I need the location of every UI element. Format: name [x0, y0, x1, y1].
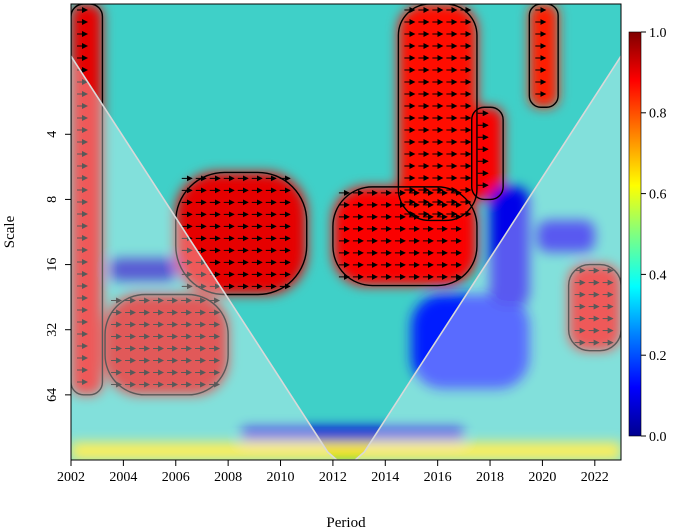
colorbar-tick-label: 0.6: [649, 188, 667, 203]
plot-frame: [70, 3, 622, 461]
significance-contour: [71, 4, 104, 396]
y-tick-label: 4: [45, 131, 60, 138]
y-axis-title: Scale: [2, 215, 18, 248]
colorbar-tick-label: 1.0: [649, 26, 667, 41]
plot-area: [71, 4, 621, 460]
x-tick-label: 2018: [476, 470, 504, 485]
coherence-region: [471, 107, 504, 200]
x-tick-label: 2022: [581, 470, 609, 485]
x-tick-label: 2014: [371, 470, 399, 485]
significance-contour: [471, 106, 504, 201]
significance-contour: [175, 171, 308, 296]
x-tick-label: 2002: [57, 470, 85, 485]
x-tick-label: 2016: [424, 470, 452, 485]
y-tick-label: 16: [45, 258, 60, 272]
y-axis: 4 8 16 32 64: [45, 131, 71, 402]
y-tick-label: 8: [45, 196, 60, 203]
x-tick-label: 2008: [214, 470, 242, 485]
coherence-region: [398, 4, 477, 221]
significance-contours: [71, 4, 621, 396]
significance-contour: [104, 293, 229, 396]
significance-contour: [397, 4, 478, 222]
coherence-region: [529, 4, 559, 108]
coherence-region: [110, 258, 176, 281]
y-tick-label: 64: [45, 388, 60, 402]
x-tick-label: 2012: [319, 470, 347, 485]
coherence-region: [71, 442, 621, 460]
x-tick-label: 2020: [528, 470, 556, 485]
cone-of-influence-shade: [71, 56, 621, 460]
x-axis-title: Period: [326, 515, 366, 531]
coherence-region: [241, 426, 464, 442]
x-axis: 2002 2004 2006 2008 2010 2012 2014 2016 2018 2020…: [57, 460, 609, 485]
cone-of-influence-line: [71, 55, 621, 460]
coherence-region: [490, 186, 530, 307]
x-tick-label: 2010: [267, 470, 295, 485]
phase-arrows: [77, 7, 614, 388]
colorbar-tick-label: 0.4: [649, 268, 667, 283]
y-tick-label: 32: [45, 323, 60, 337]
coherence-region: [537, 220, 595, 253]
significance-contour: [332, 186, 478, 287]
colorbar-tick-label: 0.2: [649, 349, 667, 364]
significance-contour: [528, 4, 559, 108]
colorbar-tick-label: 0.8: [649, 107, 667, 122]
colorbar: [628, 31, 642, 437]
x-tick-label: 2004: [109, 470, 137, 485]
x-tick-label: 2006: [162, 470, 190, 485]
colorbar-tick-label: 0.0: [649, 430, 667, 445]
coherence-region: [411, 294, 530, 389]
colorbar-axis: 1.0 0.8 0.6 0.4 0.2 0.0: [641, 26, 667, 445]
